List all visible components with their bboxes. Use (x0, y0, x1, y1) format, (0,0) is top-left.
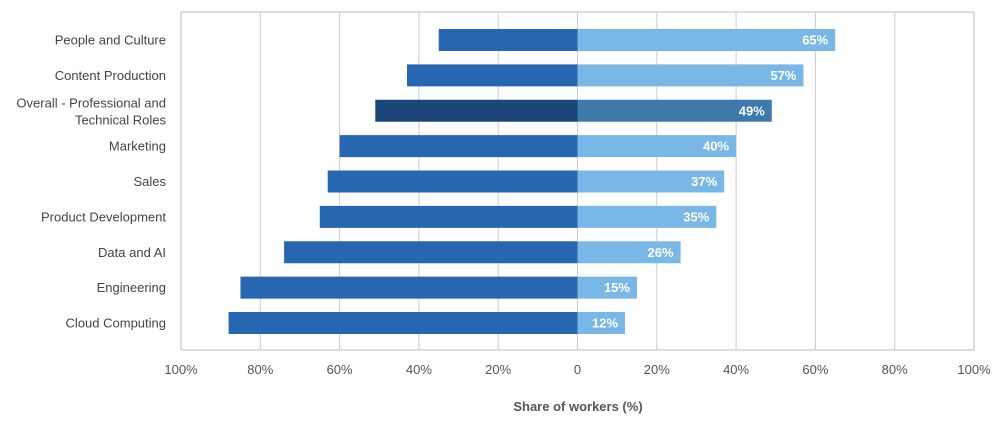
bar-left (438, 29, 578, 51)
bar-right (577, 29, 836, 51)
category-label-layer: People and Culture Content Production Over… (16, 33, 166, 331)
data-label: 12% (592, 316, 618, 331)
bar-right (577, 170, 725, 193)
bar-left (319, 205, 578, 228)
x-tick-label: 60% (802, 362, 828, 377)
bar-left (228, 312, 578, 334)
data-label: 49% (739, 103, 765, 118)
x-tick-label: 0 (574, 362, 581, 377)
bar-right (577, 64, 804, 87)
bar-layer (228, 29, 836, 334)
bar-right (577, 241, 681, 264)
bar-right (577, 276, 637, 299)
x-tick-label: 20% (485, 362, 511, 377)
bar-left (339, 135, 578, 158)
x-tick-layer: 100% 80% 60% 40% 20% 0 20% 40% 60% 80% 100% (164, 362, 991, 377)
category-label: Engineering (97, 280, 166, 295)
x-axis-title: Share of workers (%) (513, 399, 642, 414)
data-label: 26% (648, 245, 674, 260)
x-tick-label: 20% (644, 362, 670, 377)
category-label: Cloud Computing (66, 316, 166, 331)
bar-left (240, 276, 578, 299)
x-tick-label: 80% (247, 362, 273, 377)
data-label: 57% (770, 68, 796, 83)
category-label: Overall - Professional and Technical Role… (16, 95, 166, 127)
label-layer: 65% 57% 49% 40% 37% 35% 26% 15% 12% (592, 33, 829, 331)
x-tick-label: 40% (723, 362, 749, 377)
category-label: Data and AI (98, 245, 166, 260)
category-label: Sales (133, 174, 166, 189)
x-tick-label: 60% (327, 362, 353, 377)
bar-left (407, 64, 578, 87)
bar-right (577, 312, 626, 334)
x-tick-label: 100% (164, 362, 198, 377)
x-tick-label: 40% (406, 362, 432, 377)
data-label: 40% (703, 139, 729, 154)
bar-left (284, 241, 578, 264)
category-label: Product Development (41, 209, 166, 224)
category-label: Content Production (55, 68, 166, 83)
bar-right (577, 99, 772, 122)
data-label: 37% (691, 174, 717, 189)
bar-left (375, 99, 578, 122)
category-label: People and Culture (55, 33, 166, 48)
bar-right (577, 205, 717, 228)
x-tick-label: 80% (882, 362, 908, 377)
bar-right (577, 135, 737, 158)
data-label: 65% (802, 33, 828, 48)
data-label: 35% (683, 209, 709, 224)
category-label: Marketing (109, 139, 166, 154)
data-label: 15% (604, 280, 630, 295)
bar-left (327, 170, 578, 193)
x-tick-label: 100% (957, 362, 991, 377)
